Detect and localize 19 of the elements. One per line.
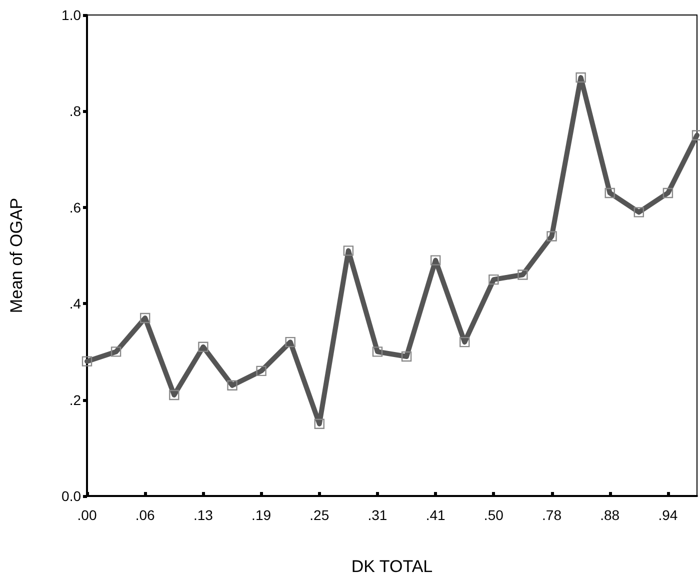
y-tick-label: 1.0: [62, 7, 82, 23]
y-tick-label: .2: [69, 392, 82, 408]
x-tick-label: .50: [484, 507, 504, 523]
y-tick-label: .8: [69, 103, 82, 120]
y-tick-label: 0.0: [62, 488, 82, 504]
y-tick-label: .4: [69, 296, 82, 312]
x-axis-title: DK TOTAL: [351, 557, 433, 576]
x-tick-label: .31: [368, 507, 388, 523]
x-tick-label: .94: [658, 507, 678, 523]
y-tick-label: .6: [69, 199, 82, 216]
x-tick-label: .19: [252, 507, 272, 523]
x-tick-label: .13: [193, 507, 214, 523]
x-tick-label: .06: [135, 507, 156, 523]
y-axis-title: Mean of OGAP: [7, 198, 26, 314]
x-tick-label: .88: [600, 507, 620, 523]
x-tick-label: .41: [426, 507, 446, 523]
x-tick-label: .25: [310, 507, 330, 523]
x-tick-label: .78: [542, 507, 562, 523]
x-tick-label: .00: [77, 507, 97, 523]
